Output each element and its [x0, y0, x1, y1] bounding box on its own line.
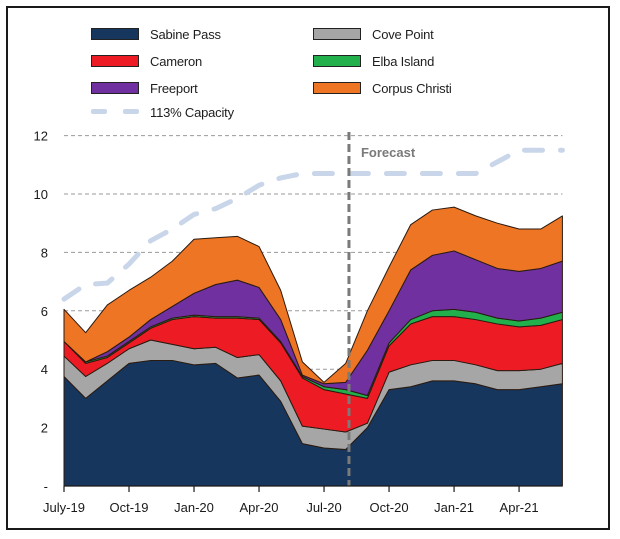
x-tick-label-Apr-20: Apr-20 [240, 500, 279, 515]
area-series [63, 206, 563, 487]
legend-swatch-cove-point [313, 28, 361, 40]
axes: - 2 4 6 8 10 12 July-19 Oct-19 Jan-20 Apr-20 Jul-20… [34, 129, 563, 515]
y-tick-label-10: 10 [34, 187, 48, 202]
x-tick-label-Jul-20: Jul-20 [306, 500, 341, 515]
legend-item-freeport: Freeport [91, 78, 198, 98]
legend-label: Freeport [150, 80, 198, 96]
legend-item-capacity: 113% Capacity [91, 102, 234, 122]
x-tick-label-July-19: July-19 [43, 500, 85, 515]
capacity-line [61, 147, 565, 302]
forecast-label: Forecast [361, 145, 416, 160]
legend-label: Cove Point [372, 26, 434, 42]
legend-swatch-elba-island [313, 55, 361, 67]
y-tick-label-8: 8 [41, 245, 48, 260]
legend-item-cove-point: Cove Point [313, 24, 434, 44]
legend-swatch-corpus-christi [313, 82, 361, 94]
legend-dash-capacity [91, 109, 139, 115]
legend-item-cameron: Cameron [91, 51, 202, 71]
legend-item-corpus-christi: Corpus Christi [313, 78, 452, 98]
y-tick-label-6: 6 [41, 304, 48, 319]
capacity-line-group [61, 147, 565, 302]
legend-item-elba-island: Elba Island [313, 51, 434, 71]
y-tick-label-12: 12 [34, 129, 48, 144]
legend-label: Cameron [150, 53, 203, 69]
x-tick-label-Jan-20: Jan-20 [174, 500, 214, 515]
legend-swatch-cameron [91, 55, 139, 67]
x-tick-label-Oct-19: Oct-19 [110, 500, 149, 515]
legend-label: Elba Island [372, 53, 435, 69]
legend-swatch-freeport [91, 82, 139, 94]
legend-swatch-sabine-pass [91, 28, 139, 40]
legend-item-sabine-pass: Sabine Pass [91, 24, 221, 44]
x-tick-label-Oct-20: Oct-20 [370, 500, 409, 515]
y-tick-label-0: - [44, 479, 48, 494]
x-tick-label-Apr-21: Apr-21 [500, 500, 539, 515]
forecast-marker-group: Forecast [347, 132, 416, 486]
area-corpus-christi [63, 206, 563, 385]
y-tick-label-4: 4 [41, 362, 48, 377]
legend-label: Sabine Pass [150, 26, 221, 42]
legend: Sabine Pass Cameron Freeport 113% Capaci… [8, 8, 608, 128]
x-tick-label-Jan-21: Jan-21 [434, 500, 474, 515]
legend-label: Corpus Christi [372, 80, 452, 96]
y-tick-label-2: 2 [41, 421, 48, 436]
legend-label: 113% Capacity [150, 104, 234, 120]
